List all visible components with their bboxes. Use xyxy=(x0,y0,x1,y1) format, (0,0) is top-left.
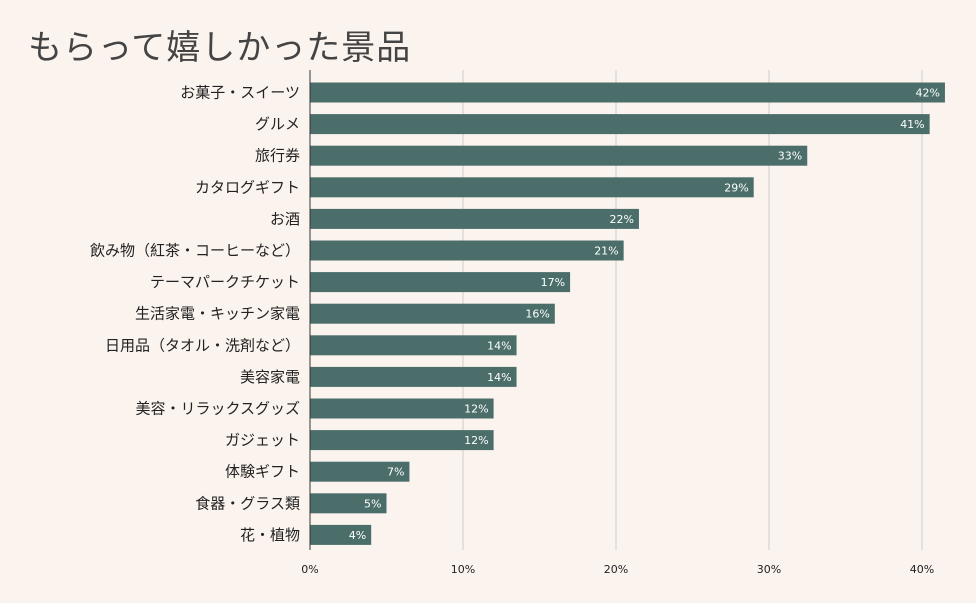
category-label: 美容・リラックスグッズ xyxy=(135,400,300,418)
category-label: お酒 xyxy=(270,210,300,228)
category-label: お菓子・スイーツ xyxy=(180,84,300,102)
category-label: 旅行券 xyxy=(255,147,300,165)
data-label: 16% xyxy=(525,308,549,321)
bar xyxy=(310,303,555,324)
data-label: 7% xyxy=(387,466,404,479)
bar xyxy=(310,208,639,229)
data-label: 5% xyxy=(364,497,381,510)
category-label: 花・植物 xyxy=(240,526,300,544)
category-label: 美容家電 xyxy=(240,368,300,386)
bar xyxy=(310,272,571,293)
x-tick-label: 10% xyxy=(451,563,475,576)
x-tick-label: 0% xyxy=(301,563,318,576)
category-label: グルメ xyxy=(255,115,300,133)
bar xyxy=(310,177,754,198)
x-tick-label: 30% xyxy=(757,563,781,576)
bar xyxy=(310,398,494,419)
category-label: 食器・グラス類 xyxy=(195,494,300,512)
data-label: 17% xyxy=(541,276,565,289)
bar xyxy=(310,461,410,482)
bar xyxy=(310,145,808,166)
bar xyxy=(310,240,624,261)
category-label: 飲み物（紅茶・コーヒーなど） xyxy=(90,242,300,260)
bar xyxy=(310,335,517,356)
data-label: 12% xyxy=(464,434,488,447)
data-label: 4% xyxy=(349,529,366,542)
category-label: 日用品（タオル・洗剤など） xyxy=(105,336,300,354)
bar xyxy=(310,524,372,545)
bar xyxy=(310,493,387,514)
data-label: 29% xyxy=(724,181,748,194)
category-label: ガジェット xyxy=(225,431,300,449)
category-label: 生活家電・キッチン家電 xyxy=(135,305,300,323)
data-label: 41% xyxy=(900,118,924,131)
data-label: 21% xyxy=(594,245,618,258)
x-tick-label: 20% xyxy=(604,563,628,576)
x-tick-label: 40% xyxy=(910,563,934,576)
bar xyxy=(310,114,930,135)
data-label: 22% xyxy=(609,213,633,226)
data-label: 42% xyxy=(915,87,939,100)
data-label: 14% xyxy=(487,339,511,352)
bar xyxy=(310,82,945,103)
bar xyxy=(310,366,517,387)
data-label: 33% xyxy=(778,150,802,163)
chart-title: もらって嬉しかった景品 xyxy=(28,28,412,68)
category-label: テーマパークチケット xyxy=(150,273,300,291)
data-label: 14% xyxy=(487,371,511,384)
category-label: カタログギフト xyxy=(195,178,300,196)
bar xyxy=(310,430,494,451)
data-label: 12% xyxy=(464,403,488,416)
category-label: 体験ギフト xyxy=(225,463,300,481)
